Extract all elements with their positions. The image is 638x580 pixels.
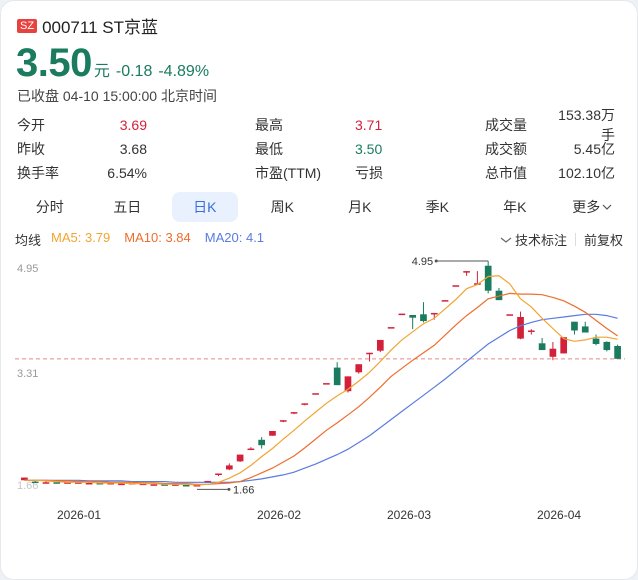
stat-label: 总市值 [485, 165, 527, 181]
stat-value: 5.45亿 [573, 141, 615, 157]
adjustment-button[interactable]: 前复权 [583, 233, 623, 248]
stat-value: 亏损 [355, 165, 383, 181]
svg-text:1.66: 1.66 [233, 484, 254, 496]
stat-label: 换手率 [17, 165, 59, 181]
tab-intraday[interactable]: 分时 [35, 199, 64, 215]
ma-label: 均线 [15, 233, 42, 248]
stat-label: 昨收 [17, 141, 45, 157]
stats-row: 昨收 3.68 最低 3.50 成交额 5.45亿 [17, 137, 627, 161]
stat-value: 3.69 [119, 117, 147, 133]
stat-value: 102.10亿 [558, 165, 615, 181]
stock-header: SZ 000711 ST京蓝 [17, 13, 158, 38]
stat-value: 3.68 [119, 141, 147, 157]
tab-five-day[interactable]: 五日 [113, 199, 142, 215]
stat-label: 成交量 [485, 117, 527, 133]
market-badge: SZ [17, 18, 38, 33]
stats-grid: 今开 3.69 最高 3.71 成交量 153.38万手 昨收 3.68 最低 … [17, 107, 627, 185]
stat-label: 最低 [255, 141, 283, 157]
ma10-value: MA10: 3.84 [124, 230, 191, 245]
tab-yearly-k[interactable]: 年K [503, 199, 527, 215]
stat-label: 市盈(TTM) [255, 165, 322, 181]
tab-weekly-k[interactable]: 周K [270, 199, 294, 215]
stat-label: 今开 [17, 117, 45, 133]
stats-row: 换手率 6.54% 市盈(TTM) 亏损 总市值 102.10亿 [17, 161, 627, 185]
x-axis-label: 2026-03 [387, 508, 432, 522]
stats-row: 今开 3.69 最高 3.71 成交量 153.38万手 [17, 107, 627, 143]
tab-more[interactable]: 更多 [560, 192, 626, 222]
candlestick-chart[interactable]: 4.95 1.66 [1, 251, 637, 531]
market-status: 已收盘 04-10 15:00:00 北京时间 [17, 88, 217, 104]
svg-text:4.95: 4.95 [412, 256, 433, 268]
tab-daily-k[interactable]: 日K [172, 192, 238, 222]
stat-value: 3.71 [355, 117, 383, 133]
stat-label: 最高 [255, 117, 283, 133]
more-label: 更多 [572, 199, 601, 215]
y-axis-mid-label: 3.31 [17, 368, 39, 380]
price-unit: 元 [93, 63, 110, 80]
current-price: 3.50 [16, 41, 92, 85]
stat-value: 153.38万手 [558, 107, 615, 143]
stat-label: 成交额 [485, 141, 527, 157]
ma5-value: MA5: 3.79 [51, 230, 111, 245]
stat-value: 3.50 [355, 141, 383, 157]
technical-annotation-label: 技术标注 [514, 233, 567, 248]
chevron-down-icon [500, 237, 512, 243]
ma20-value: MA20: 4.1 [204, 230, 265, 245]
price-change: -0.18 [115, 63, 153, 80]
tab-monthly-k[interactable]: 月K [348, 199, 372, 215]
chevron-down-icon [602, 204, 612, 210]
x-axis-label: 2026-04 [537, 508, 582, 522]
technical-annotation-button[interactable]: 技术标注 [500, 230, 567, 249]
stock-title[interactable]: 000711 ST京蓝 [42, 18, 158, 37]
x-axis-label: 2026-02 [257, 508, 302, 522]
period-tabs: 分时 五日 日K 周K 月K 季K 年K 更多 [11, 192, 631, 222]
price-row: 3.50 元 -0.18 -4.89% [16, 41, 209, 86]
x-axis-label: 2026-01 [57, 508, 102, 522]
moving-average-legend: 均线 MA5: 3.79 MA10: 3.84 MA20: 4.1 [15, 230, 264, 249]
tab-quarterly-k[interactable]: 季K [425, 199, 449, 215]
chart-tools: 技术标注 前复权 [500, 230, 623, 249]
divider [574, 233, 576, 246]
y-axis-max-label: 4.95 [17, 263, 39, 275]
price-change-percent: -4.89% [158, 63, 210, 80]
stat-value: 6.54% [107, 165, 147, 181]
